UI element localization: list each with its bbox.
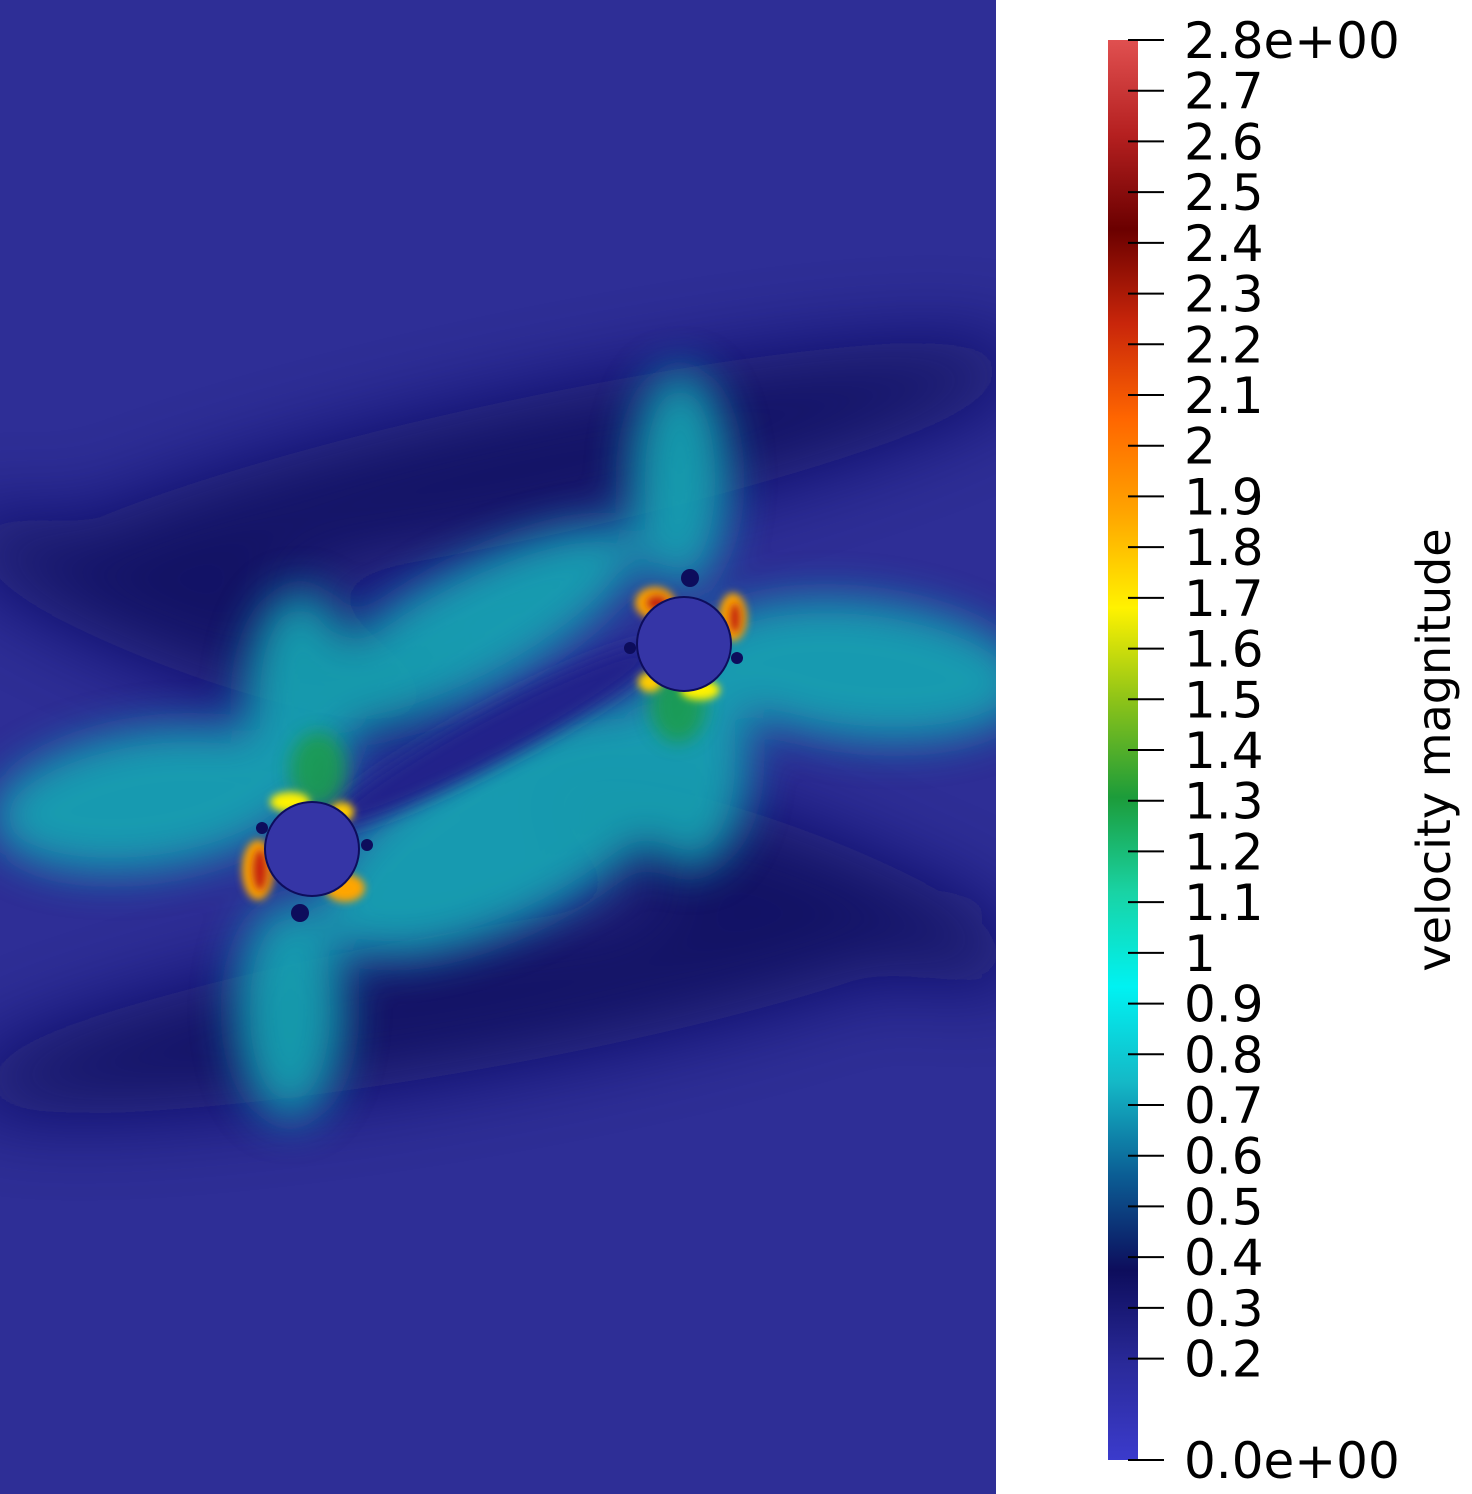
colorbar-tick-label: 0.5 bbox=[1184, 1178, 1264, 1236]
colorbar-tick-label: 1.5 bbox=[1184, 671, 1264, 729]
obstacle-1 bbox=[264, 801, 360, 897]
velocity-field-plot bbox=[0, 0, 996, 1494]
colorbar-tick-label: 0.8 bbox=[1184, 1026, 1264, 1084]
colorbar-ticks: 2.8e+002.72.62.52.42.32.22.121.91.81.71.… bbox=[1128, 12, 1400, 1490]
colorbar-tick-label: 2.1 bbox=[1184, 367, 1264, 425]
colorbar-tick-label: 2.8e+00 bbox=[1184, 12, 1400, 70]
colorbar-tick-label: 0.2 bbox=[1184, 1331, 1264, 1389]
dark-bands bbox=[0, 342, 996, 1114]
colorbar-tick-label: 2.5 bbox=[1184, 164, 1264, 222]
colorbar-tick-label: 1.2 bbox=[1184, 823, 1264, 881]
colorbar-tick-label: 0.3 bbox=[1184, 1280, 1264, 1338]
vortices bbox=[256, 569, 743, 922]
colorbar-tick-label: 2.4 bbox=[1184, 215, 1264, 273]
colorbar-tick-label: 0.7 bbox=[1184, 1077, 1264, 1135]
colorbar-tick-label: 1.6 bbox=[1184, 621, 1264, 679]
colorbar-tick-label: 1.4 bbox=[1184, 722, 1264, 780]
colorbar-tick-label: 0.4 bbox=[1184, 1229, 1264, 1287]
colorbar-tick-label: 0.9 bbox=[1184, 976, 1264, 1034]
colorbar-title: velocity magnitude bbox=[1407, 528, 1461, 971]
colorbar-tick-label: 2.2 bbox=[1184, 316, 1264, 374]
colorbar-tick-label: 1.8 bbox=[1184, 519, 1264, 577]
colorbar-tick-label: 2.3 bbox=[1184, 266, 1264, 324]
colorbar-tick-label: 0.0e+00 bbox=[1184, 1432, 1400, 1490]
colorbar-tick-label: 0.6 bbox=[1184, 1128, 1264, 1186]
colorbar-tick-label: 1.7 bbox=[1184, 570, 1264, 628]
colorbar-tick-label: 1.3 bbox=[1184, 773, 1264, 831]
center-channel bbox=[326, 642, 664, 828]
colorbar: 2.8e+002.72.62.52.42.32.22.121.91.81.71.… bbox=[1108, 12, 1461, 1490]
colorbar-tick-label: 2.6 bbox=[1184, 113, 1264, 171]
colorbar-tick-label: 1.9 bbox=[1184, 468, 1264, 526]
obstacle-2 bbox=[636, 596, 732, 692]
colorbar-tick-label: 2.7 bbox=[1184, 63, 1264, 121]
colorbar-tick-label: 2 bbox=[1184, 418, 1216, 476]
colorbar-tick-label: 1.1 bbox=[1184, 874, 1264, 932]
colorbar-tick-label: 1 bbox=[1184, 925, 1216, 983]
